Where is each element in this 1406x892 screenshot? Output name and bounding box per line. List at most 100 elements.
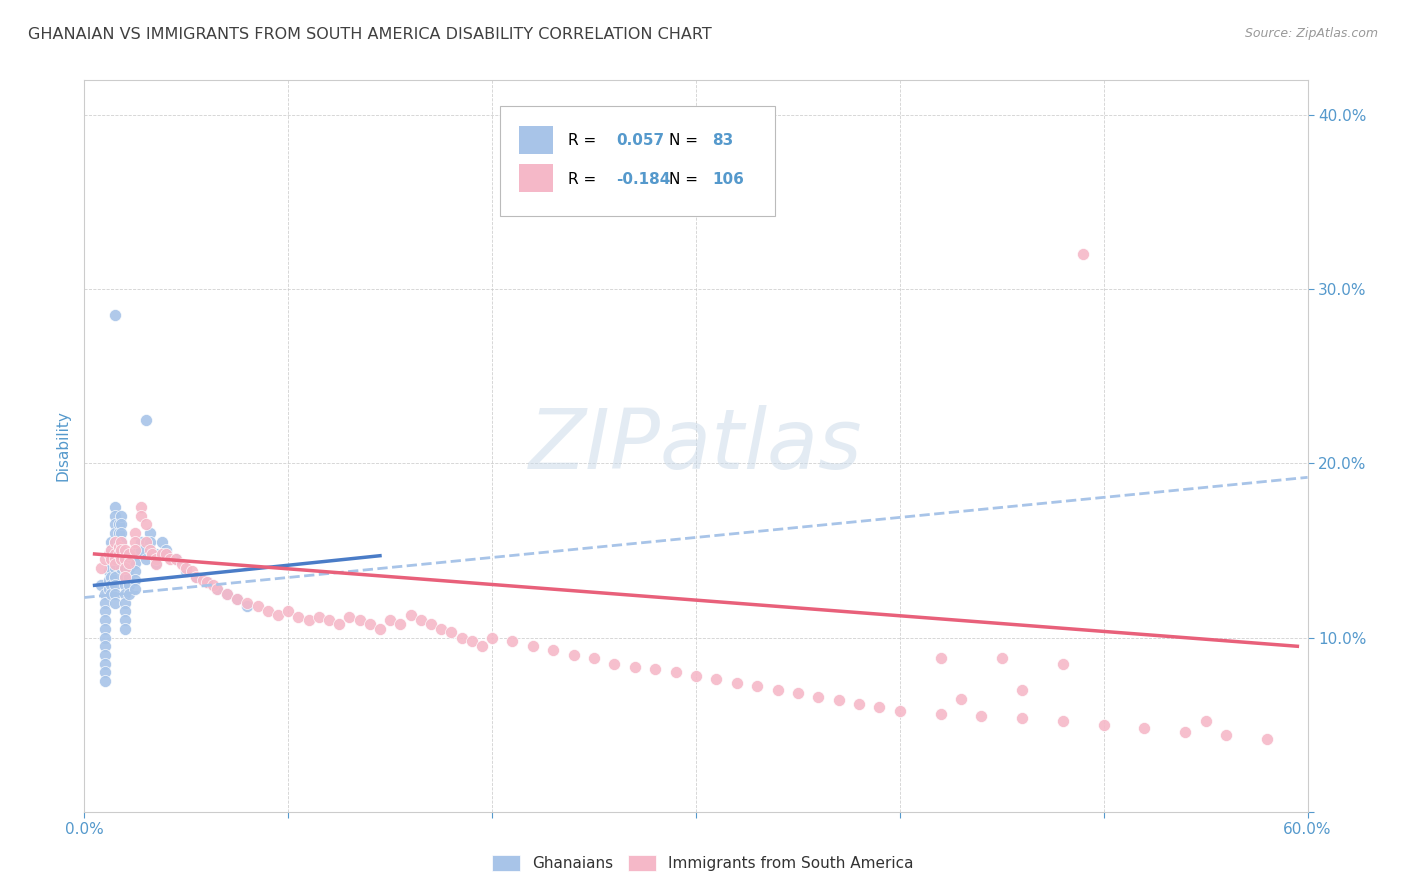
Point [124, 556, 146, 570]
Point [226, 592, 249, 607]
Point [108, 517, 131, 532]
Point [603, 657, 626, 671]
Point [848, 697, 870, 711]
Point [93, 648, 115, 662]
Point [104, 578, 127, 592]
Point [118, 578, 141, 592]
Point [104, 552, 127, 566]
Point [104, 569, 127, 583]
Point [450, 631, 472, 645]
Point [97, 582, 120, 596]
FancyBboxPatch shape [519, 164, 553, 192]
Point [562, 648, 585, 662]
Point [236, 599, 259, 614]
Point [138, 526, 160, 541]
Point [257, 604, 280, 618]
Point [138, 534, 160, 549]
Point [308, 609, 330, 624]
Point [1195, 714, 1218, 728]
Point [124, 582, 146, 596]
Point [100, 587, 122, 601]
Point [97, 573, 120, 587]
Text: -0.184: -0.184 [616, 171, 671, 186]
Point [124, 526, 146, 541]
Point [471, 640, 494, 654]
Text: 106: 106 [711, 171, 744, 186]
Point [110, 552, 132, 566]
Point [409, 613, 432, 627]
Point [110, 534, 132, 549]
Point [131, 543, 153, 558]
Point [1092, 717, 1115, 731]
Point [100, 578, 122, 592]
Point [644, 662, 666, 676]
Point [155, 543, 177, 558]
Point [124, 547, 146, 561]
Point [665, 665, 688, 680]
Point [110, 561, 132, 575]
Point [104, 596, 127, 610]
Point [114, 578, 136, 592]
Point [114, 622, 136, 636]
Point [93, 613, 115, 627]
Point [145, 552, 167, 566]
FancyBboxPatch shape [519, 127, 553, 154]
Point [359, 616, 381, 631]
Point [889, 704, 911, 718]
Point [114, 561, 136, 575]
Point [141, 547, 163, 561]
Text: Source: ZipAtlas.com: Source: ZipAtlas.com [1244, 27, 1378, 40]
Point [131, 500, 153, 514]
Point [399, 607, 422, 622]
Point [298, 613, 321, 627]
Point [110, 552, 132, 566]
Point [1052, 714, 1074, 728]
Point [186, 569, 208, 583]
Point [766, 682, 789, 697]
Point [420, 616, 443, 631]
Point [205, 582, 228, 596]
Point [114, 552, 136, 566]
Point [165, 552, 187, 566]
Point [93, 587, 115, 601]
Point [97, 547, 120, 561]
Point [950, 691, 973, 706]
Point [90, 578, 112, 592]
Text: N =: N = [669, 171, 697, 186]
Point [118, 561, 141, 575]
Point [349, 613, 371, 627]
Point [380, 613, 402, 627]
Text: N =: N = [669, 134, 697, 148]
Point [685, 669, 707, 683]
Point [1073, 247, 1095, 261]
Point [108, 552, 131, 566]
Text: GHANAIAN VS IMMIGRANTS FROM SOUTH AMERICA DISABILITY CORRELATION CHART: GHANAIAN VS IMMIGRANTS FROM SOUTH AMERIC… [28, 27, 711, 42]
FancyBboxPatch shape [501, 106, 776, 216]
Point [145, 558, 167, 572]
Point [186, 569, 208, 583]
Point [138, 543, 160, 558]
Point [124, 565, 146, 579]
Point [236, 596, 259, 610]
Point [150, 534, 173, 549]
Point [114, 561, 136, 575]
Point [135, 552, 157, 566]
Point [100, 569, 122, 583]
Point [104, 526, 127, 541]
Point [97, 565, 120, 579]
Point [970, 709, 993, 723]
Point [174, 561, 197, 575]
Point [104, 508, 127, 523]
Point [104, 543, 127, 558]
Point [93, 552, 115, 566]
Point [430, 622, 453, 636]
Point [118, 569, 141, 583]
Text: ZIPatlas: ZIPatlas [529, 406, 863, 486]
Point [110, 534, 132, 549]
Point [328, 616, 350, 631]
Point [118, 587, 141, 601]
Point [217, 587, 239, 601]
Point [461, 634, 484, 648]
Point [172, 558, 194, 572]
Point [100, 561, 122, 575]
